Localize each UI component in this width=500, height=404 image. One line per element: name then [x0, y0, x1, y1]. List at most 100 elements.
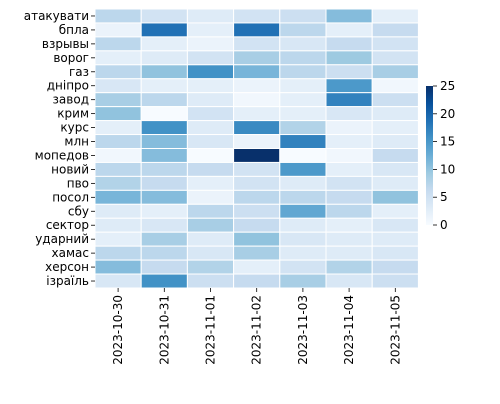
x-tick-label: 2023-10-30	[111, 295, 125, 365]
heatmap-cell	[186, 231, 235, 247]
heatmap-cell	[140, 189, 188, 205]
heatmap-cell	[371, 64, 419, 80]
heatmap-cell	[371, 106, 419, 122]
heatmap-cell	[186, 134, 235, 150]
heatmap-cell	[140, 175, 188, 191]
heatmap-cell	[186, 106, 235, 122]
heatmap-cell	[325, 92, 373, 108]
heatmap-cell	[371, 175, 419, 191]
heatmap-cell	[94, 36, 142, 52]
heatmap-cell	[279, 134, 327, 150]
y-tick-label: атакувати	[24, 9, 89, 23]
heatmap-cell	[325, 22, 373, 38]
heatmap-cell	[233, 217, 281, 233]
heatmap-cell	[325, 148, 373, 163]
heatmap-cell	[186, 8, 235, 24]
heatmap-cell	[233, 8, 281, 24]
y-tick-label: завод	[53, 93, 89, 107]
heatmap-cell	[140, 203, 188, 219]
heatmap-cell	[94, 217, 142, 233]
x-tick-label: 2023-11-02	[250, 295, 264, 365]
heatmap-cell	[186, 22, 235, 38]
y-tick-label: сектор	[46, 218, 89, 232]
heatmap-cell	[186, 50, 235, 66]
heatmap-cell	[279, 259, 327, 275]
heatmap-cell	[233, 259, 281, 275]
heatmap-cell	[371, 203, 419, 219]
heatmap-cell	[279, 64, 327, 80]
heatmap-cell	[325, 203, 373, 219]
heatmap-cell	[94, 189, 142, 205]
heatmap-cell	[325, 50, 373, 66]
heatmap-cell	[140, 245, 188, 261]
heatmap-cell	[94, 134, 142, 150]
colorbar-tick-label: 25	[440, 79, 455, 93]
heatmap-cell	[140, 161, 188, 177]
heatmap-cell	[186, 161, 235, 177]
heatmap-cell	[186, 148, 235, 163]
heatmap-cell	[233, 50, 281, 66]
heatmap-cell	[279, 120, 327, 136]
y-tick-label: взрывы	[42, 37, 89, 51]
heatmap-cell	[371, 231, 419, 247]
heatmap-cell	[94, 50, 142, 66]
heatmap-cell	[371, 92, 419, 108]
heatmap-cell	[233, 106, 281, 122]
heatmap-cell	[94, 78, 142, 94]
heatmap-cell	[279, 106, 327, 122]
y-tick-label: дніпро	[47, 79, 89, 93]
heatmap-cell	[140, 231, 188, 247]
heatmap-cell	[371, 36, 419, 52]
heatmap-cell	[94, 245, 142, 261]
heatmap-cell	[325, 189, 373, 205]
heatmap-cell	[325, 245, 373, 261]
heatmap-cell	[371, 8, 419, 24]
heatmap-cell	[325, 161, 373, 177]
heatmap-cell	[186, 245, 235, 261]
heatmap-cell	[325, 64, 373, 80]
y-tick-label: млн	[64, 135, 89, 149]
heatmap-cell	[140, 22, 188, 38]
heatmap-cell	[371, 148, 419, 163]
colorbar-tick-label: 20	[440, 107, 455, 121]
heatmap-cell	[140, 78, 188, 94]
heatmap-cell	[94, 64, 142, 80]
heatmap-cell	[371, 259, 419, 275]
heatmap-cell	[325, 120, 373, 136]
heatmap-cell	[371, 217, 419, 233]
heatmap-cell	[325, 78, 373, 94]
heatmap-cell	[94, 273, 142, 289]
heatmap-cell	[371, 134, 419, 150]
heatmap-cell	[279, 92, 327, 108]
heatmap-cell	[371, 78, 419, 94]
heatmap-cell	[371, 245, 419, 261]
heatmap-cell	[94, 203, 142, 219]
y-tick-label: хамас	[52, 246, 89, 260]
y-tick-label: мопедов	[35, 148, 89, 162]
x-tick-label: 2023-11-03	[296, 295, 310, 365]
y-tick-label: ударний	[35, 232, 89, 246]
heatmap-cell	[233, 175, 281, 191]
heatmap-cell	[186, 120, 235, 136]
heatmap-cell	[371, 120, 419, 136]
colorbar-tick-label: 15	[440, 135, 455, 149]
heatmap-cell	[279, 50, 327, 66]
heatmap-cell	[140, 148, 188, 163]
y-tick-label: новий	[51, 162, 89, 176]
heatmap-cell	[233, 245, 281, 261]
heatmap-cell	[325, 259, 373, 275]
heatmap-cell	[94, 148, 142, 163]
heatmap-cell	[140, 8, 188, 24]
heatmap-cell	[140, 64, 188, 80]
heatmap-cell	[279, 8, 327, 24]
heatmap-cell	[279, 273, 327, 289]
heatmap-cell	[186, 189, 235, 205]
heatmap-cell	[233, 22, 281, 38]
heatmap-cell	[371, 189, 419, 205]
heatmap-cell	[325, 134, 373, 150]
x-tick-labels: 2023-10-30 2023-10-31 2023-11-01 2023-11-02…	[111, 288, 402, 365]
heatmap-cell	[94, 161, 142, 177]
heatmap-cell	[233, 64, 281, 80]
colorbar-tick-label: 10	[440, 162, 455, 176]
